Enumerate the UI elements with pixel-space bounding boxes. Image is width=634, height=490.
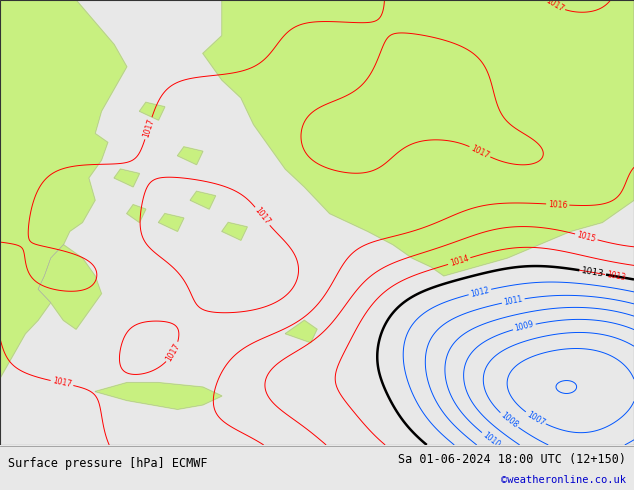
Polygon shape <box>127 205 146 222</box>
Polygon shape <box>178 147 203 165</box>
Text: 1009: 1009 <box>514 320 534 333</box>
Text: 1017: 1017 <box>51 376 72 390</box>
Text: 1017: 1017 <box>253 206 272 227</box>
Polygon shape <box>222 222 247 240</box>
Text: 1013: 1013 <box>581 266 605 279</box>
Text: Surface pressure [hPa] ECMWF: Surface pressure [hPa] ECMWF <box>8 457 207 470</box>
Text: 1017: 1017 <box>141 118 155 139</box>
Polygon shape <box>158 214 184 231</box>
Polygon shape <box>190 191 216 209</box>
Text: 1007: 1007 <box>525 410 546 427</box>
Polygon shape <box>139 102 165 120</box>
Polygon shape <box>0 0 127 378</box>
Text: 1017: 1017 <box>469 144 491 160</box>
Text: 1011: 1011 <box>503 294 524 307</box>
Text: 1012: 1012 <box>470 285 490 298</box>
Text: 1017: 1017 <box>544 0 565 14</box>
Text: ©weatheronline.co.uk: ©weatheronline.co.uk <box>501 475 626 485</box>
Text: 1013: 1013 <box>606 270 627 283</box>
Text: 1016: 1016 <box>548 199 567 210</box>
Polygon shape <box>114 169 139 187</box>
Polygon shape <box>38 245 101 329</box>
Text: 1008: 1008 <box>499 411 519 430</box>
Polygon shape <box>285 320 317 343</box>
Text: Sa 01-06-2024 18:00 UTC (12+150): Sa 01-06-2024 18:00 UTC (12+150) <box>398 453 626 466</box>
Text: 1010: 1010 <box>481 430 501 449</box>
Polygon shape <box>203 0 634 276</box>
Text: 1015: 1015 <box>576 230 597 244</box>
Text: 1014: 1014 <box>449 254 470 268</box>
Text: 1017: 1017 <box>164 342 182 363</box>
Polygon shape <box>95 383 222 409</box>
